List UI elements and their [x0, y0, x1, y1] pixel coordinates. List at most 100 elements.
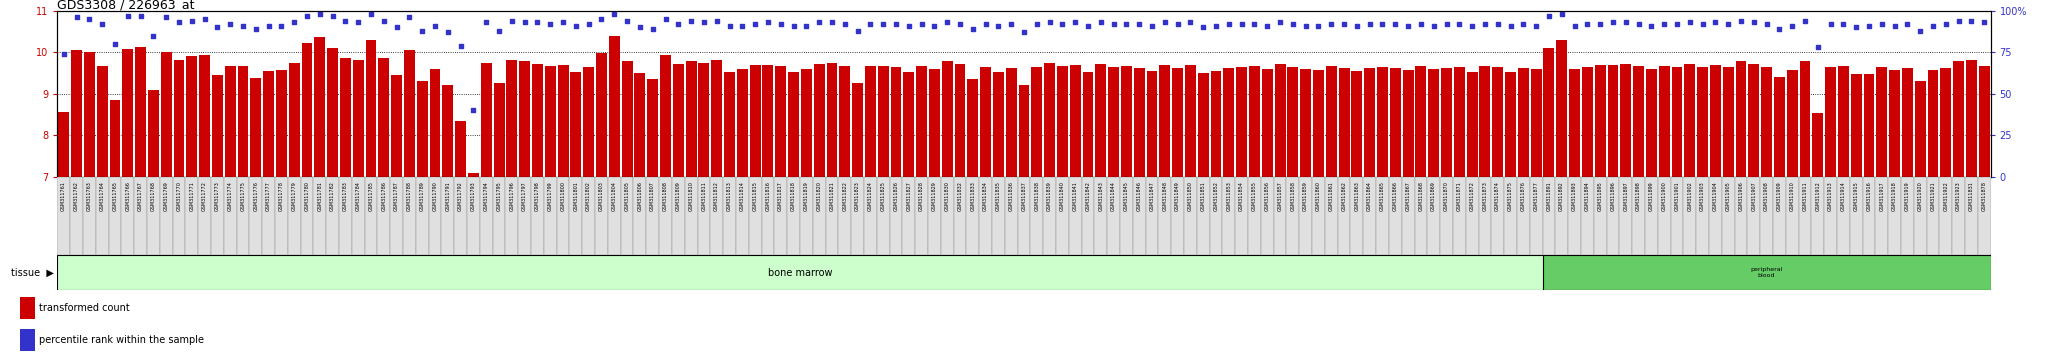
Bar: [340, 177, 352, 255]
Point: [586, 16, 618, 22]
Bar: [545, 177, 557, 255]
Text: GSM311818: GSM311818: [791, 181, 797, 211]
Bar: [1108, 177, 1120, 255]
Bar: [365, 177, 377, 255]
Bar: [1849, 177, 1862, 255]
Bar: [1479, 65, 1491, 177]
Bar: [621, 177, 633, 255]
Bar: [813, 64, 825, 177]
Text: GSM311767: GSM311767: [137, 181, 143, 211]
Bar: [403, 177, 416, 255]
Text: GSM311794: GSM311794: [483, 181, 489, 211]
Bar: [1057, 177, 1069, 255]
Text: GSM311832: GSM311832: [958, 181, 963, 211]
Point: [74, 16, 106, 22]
Point: [1481, 21, 1513, 27]
Text: GSM311875: GSM311875: [1507, 181, 1513, 211]
Bar: [199, 177, 211, 255]
Point: [315, 13, 348, 18]
Bar: [1057, 65, 1067, 177]
Bar: [442, 85, 453, 177]
Bar: [1939, 68, 1952, 177]
Point: [1890, 21, 1923, 27]
Text: GSM311857: GSM311857: [1278, 181, 1282, 211]
Bar: [135, 47, 145, 177]
Bar: [1888, 177, 1901, 255]
Point: [854, 21, 887, 27]
Text: peripheral
blood: peripheral blood: [1751, 267, 1784, 278]
Text: GSM311896: GSM311896: [1610, 181, 1616, 211]
Bar: [1247, 177, 1262, 255]
Bar: [1657, 177, 1671, 255]
Bar: [1903, 68, 1913, 177]
Bar: [942, 61, 952, 177]
Bar: [238, 177, 250, 255]
Bar: [698, 63, 709, 177]
Text: GSM311827: GSM311827: [907, 181, 911, 211]
Bar: [1954, 61, 1964, 177]
Bar: [1403, 70, 1413, 177]
Bar: [1544, 48, 1554, 177]
Bar: [1518, 68, 1528, 177]
Text: GSM311775: GSM311775: [240, 181, 246, 211]
Text: GSM311895: GSM311895: [1597, 181, 1604, 211]
Point: [752, 19, 784, 25]
Text: GSM311840: GSM311840: [1061, 181, 1065, 211]
Text: GSM311871: GSM311871: [1456, 181, 1462, 211]
Text: GSM311861: GSM311861: [1329, 181, 1333, 211]
Bar: [1927, 70, 1939, 177]
Text: GSM311865: GSM311865: [1380, 181, 1384, 211]
Point: [483, 28, 516, 33]
Bar: [786, 177, 801, 255]
Text: GSM311921: GSM311921: [1931, 181, 1935, 211]
Bar: [1683, 177, 1696, 255]
Bar: [930, 69, 940, 177]
Text: GSM311799: GSM311799: [547, 181, 553, 211]
Bar: [1851, 74, 1862, 177]
Text: GSM311870: GSM311870: [1444, 181, 1450, 211]
Text: GSM311864: GSM311864: [1368, 181, 1372, 211]
Bar: [1530, 177, 1542, 255]
Bar: [1427, 177, 1440, 255]
Bar: [1133, 177, 1145, 255]
Point: [240, 26, 272, 32]
Point: [418, 23, 451, 28]
Bar: [608, 36, 621, 177]
Bar: [1135, 68, 1145, 177]
Point: [1020, 21, 1053, 27]
Point: [393, 15, 426, 20]
Point: [637, 26, 670, 32]
Bar: [840, 65, 850, 177]
Text: GSM311909: GSM311909: [1778, 181, 1782, 211]
Point: [944, 21, 977, 27]
Point: [1059, 19, 1092, 25]
Bar: [1184, 177, 1196, 255]
Bar: [301, 43, 313, 177]
Text: GSM311922: GSM311922: [1944, 181, 1948, 211]
Bar: [1030, 177, 1042, 255]
Point: [1417, 23, 1450, 28]
Text: GSM311897: GSM311897: [1624, 181, 1628, 211]
Bar: [915, 66, 928, 177]
Text: GSM311787: GSM311787: [393, 181, 399, 211]
Point: [1161, 21, 1194, 27]
Point: [1047, 21, 1079, 27]
Bar: [403, 50, 416, 177]
Bar: [1350, 177, 1364, 255]
Text: GSM311826: GSM311826: [893, 181, 899, 211]
Point: [1239, 21, 1272, 27]
Point: [381, 24, 414, 30]
Bar: [674, 64, 684, 177]
Point: [1188, 24, 1221, 30]
Text: GSM311810: GSM311810: [688, 181, 694, 211]
Bar: [328, 48, 338, 177]
Bar: [774, 177, 786, 255]
Point: [547, 19, 580, 25]
Point: [1815, 21, 1847, 27]
Text: GSM311900: GSM311900: [1661, 181, 1667, 211]
Bar: [1286, 177, 1298, 255]
Text: bone marrow: bone marrow: [768, 268, 831, 278]
Bar: [1493, 67, 1503, 177]
Text: GSM311804: GSM311804: [612, 181, 616, 211]
Bar: [340, 58, 350, 177]
